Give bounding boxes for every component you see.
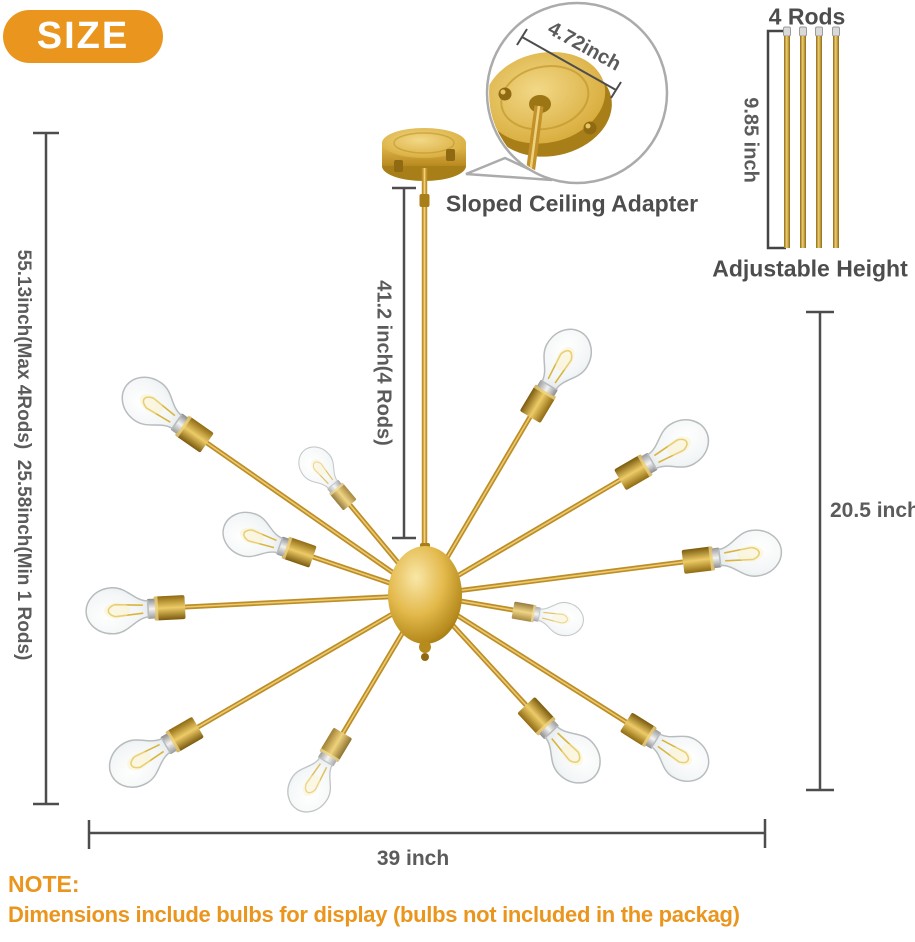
size-badge: SIZE	[3, 10, 163, 63]
adjustable-height-caption: Adjustable Height	[712, 255, 908, 282]
callout-canopy-illustration	[489, 28, 622, 181]
overall-height-dimension-label: 55.13inch(Max 4Rods) 25.58inch(Min 1 Rod…	[13, 249, 34, 661]
left-dimension-line	[33, 131, 59, 806]
fixture-height-dimension-label: 20.5 inch	[830, 499, 915, 522]
callout-dimension-line	[516, 28, 622, 99]
chandelier-illustration	[84, 128, 785, 821]
note-body: Dimensions include bulbs for display (bu…	[8, 902, 740, 927]
ceiling-canopy	[382, 128, 466, 181]
right-dimension-line	[806, 310, 834, 792]
rods-illustration	[766, 26, 840, 250]
drop-dimension-line	[392, 186, 416, 540]
rods-panel-title: 4 Rods	[768, 3, 846, 30]
sloped-ceiling-adapter-caption: Sloped Ceiling Adapter	[445, 190, 699, 217]
drop-height-dimension-label: 41.2 inch(4 Rods)	[372, 280, 395, 446]
fixture-width-dimension-label: 39 inch	[376, 847, 450, 870]
note-title: NOTE:	[8, 871, 80, 897]
size-badge-label: SIZE	[36, 15, 130, 57]
width-dimension-line	[87, 819, 767, 849]
rods-bracket	[766, 29, 786, 250]
callout-bubble	[465, 1, 669, 185]
center-sphere	[388, 546, 462, 644]
rod-length-dimension-label: 9.85 inch	[739, 97, 762, 183]
